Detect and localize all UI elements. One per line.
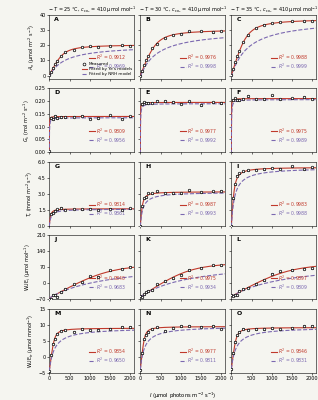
Text: $R^2$ = 0.9977: $R^2$ = 0.9977 — [187, 126, 217, 136]
Y-axis label: $G_s$ (mol m$^{-2}$ s$^{-1}$): $G_s$ (mol m$^{-2}$ s$^{-1}$) — [22, 99, 32, 142]
Text: $R^2$ = 0.9840: $R^2$ = 0.9840 — [96, 274, 126, 283]
Text: $R^2$ = 0.9976: $R^2$ = 0.9976 — [187, 53, 217, 62]
Text: $R^2$ = 0.9814: $R^2$ = 0.9814 — [96, 200, 126, 209]
Text: $R^2$ = 0.9897: $R^2$ = 0.9897 — [278, 274, 308, 283]
Text: O: O — [237, 311, 242, 316]
Text: I: I — [237, 164, 239, 169]
Text: $R^2$ = 0.9650: $R^2$ = 0.9650 — [96, 356, 126, 365]
Text: $R^2$ = 0.9809: $R^2$ = 0.9809 — [96, 126, 126, 136]
Text: C: C — [237, 17, 241, 22]
Text: A: A — [54, 17, 59, 22]
Text: $R^2$ = 0.9988: $R^2$ = 0.9988 — [278, 53, 308, 62]
Y-axis label: WUE$_i$ (μmol mol$^{-1}$): WUE$_i$ (μmol mol$^{-1}$) — [22, 244, 33, 291]
Text: $R^2$ = 0.9809: $R^2$ = 0.9809 — [278, 282, 308, 292]
Text: $R^2$ = 0.9831: $R^2$ = 0.9831 — [278, 356, 308, 365]
Text: $-$ $T$ = 25 °C, $c_{\rm co_2}$ = 410 μmol mol$^{-1}$: $-$ $T$ = 25 °C, $c_{\rm co_2}$ = 410 μm… — [48, 4, 137, 15]
Y-axis label: WUE$_{tr}$ (μmol mmol$^{-1}$): WUE$_{tr}$ (μmol mmol$^{-1}$) — [25, 314, 36, 368]
Text: H: H — [145, 164, 151, 169]
Text: $R^2$ = 0.9854: $R^2$ = 0.9854 — [96, 347, 126, 356]
Text: F: F — [237, 90, 241, 95]
Text: $R^2$ = 0.9861: $R^2$ = 0.9861 — [96, 209, 126, 218]
Text: $R^2$ = 0.9993: $R^2$ = 0.9993 — [187, 209, 217, 218]
Text: $R^2$ = 0.9811: $R^2$ = 0.9811 — [187, 356, 217, 365]
Text: $-$ $T$ = 30 °C, $c_{\rm co_2}$ = 410 μmol mol$^{-1}$: $-$ $T$ = 30 °C, $c_{\rm co_2}$ = 410 μm… — [140, 4, 228, 15]
Text: $R^2$ = 0.9956: $R^2$ = 0.9956 — [96, 136, 126, 145]
Text: $R^2$ = 0.9977: $R^2$ = 0.9977 — [187, 347, 217, 356]
Text: $R^2$ = 0.9992: $R^2$ = 0.9992 — [187, 136, 217, 145]
Text: $R^2$ = 0.9934: $R^2$ = 0.9934 — [187, 282, 217, 292]
Text: D: D — [54, 90, 60, 95]
Text: $R^2$ = 0.9975: $R^2$ = 0.9975 — [278, 126, 308, 136]
Y-axis label: $T_r$ (mmol m$^{-2}$ s$^{-1}$): $T_r$ (mmol m$^{-2}$ s$^{-1}$) — [25, 171, 35, 217]
Text: M: M — [54, 311, 61, 316]
Text: $R^2$ = 0.9983: $R^2$ = 0.9983 — [278, 200, 308, 209]
Text: $R^2$ = 0.9975: $R^2$ = 0.9975 — [187, 274, 217, 283]
Text: $R^2$ = 0.9998: $R^2$ = 0.9998 — [187, 62, 217, 71]
Text: K: K — [145, 237, 150, 242]
Text: J: J — [54, 237, 57, 242]
Text: B: B — [145, 17, 150, 22]
Text: $R^2$ = 0.9912: $R^2$ = 0.9912 — [96, 53, 126, 62]
Legend: Measured, Fitted by Ye's models, Fitted by NRH model: Measured, Fitted by Ye's models, Fitted … — [81, 62, 132, 77]
Text: E: E — [145, 90, 150, 95]
Text: $R^2$ = 0.9846: $R^2$ = 0.9846 — [278, 347, 308, 356]
Text: $-$ $T$ = 35 °C, $c_{\rm co_2}$ = 410 μmol mol$^{-1}$: $-$ $T$ = 35 °C, $c_{\rm co_2}$ = 410 μm… — [231, 4, 318, 15]
Text: N: N — [145, 311, 151, 316]
Text: L: L — [237, 237, 240, 242]
Text: $R^2$ = 0.9999: $R^2$ = 0.9999 — [278, 62, 308, 71]
Text: $I$ (μmol photons m$^{-2}$ s$^{-1}$): $I$ (μmol photons m$^{-2}$ s$^{-1}$) — [149, 391, 217, 400]
Text: $R^2$ = 0.9989: $R^2$ = 0.9989 — [278, 136, 308, 145]
Text: G: G — [54, 164, 59, 169]
Text: $R^2$ = 0.9969: $R^2$ = 0.9969 — [96, 62, 126, 71]
Text: $R^2$ = 0.9988: $R^2$ = 0.9988 — [278, 209, 308, 218]
Text: $R^2$ = 0.9683: $R^2$ = 0.9683 — [96, 282, 126, 292]
Y-axis label: $A_n$ (μmol m$^{-2}$ s$^{-1}$): $A_n$ (μmol m$^{-2}$ s$^{-1}$) — [26, 24, 37, 70]
Text: $R^2$ = 0.9987: $R^2$ = 0.9987 — [187, 200, 217, 209]
